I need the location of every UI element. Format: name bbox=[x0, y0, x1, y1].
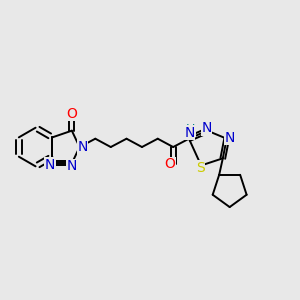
Text: N: N bbox=[77, 140, 88, 154]
Text: N: N bbox=[67, 159, 77, 173]
Text: O: O bbox=[164, 157, 175, 171]
Text: N: N bbox=[201, 121, 212, 135]
Text: N: N bbox=[224, 130, 235, 145]
Text: N: N bbox=[184, 126, 195, 140]
Text: S: S bbox=[196, 161, 205, 175]
Text: N: N bbox=[45, 158, 55, 172]
Text: O: O bbox=[66, 107, 77, 121]
Text: H: H bbox=[186, 123, 195, 136]
